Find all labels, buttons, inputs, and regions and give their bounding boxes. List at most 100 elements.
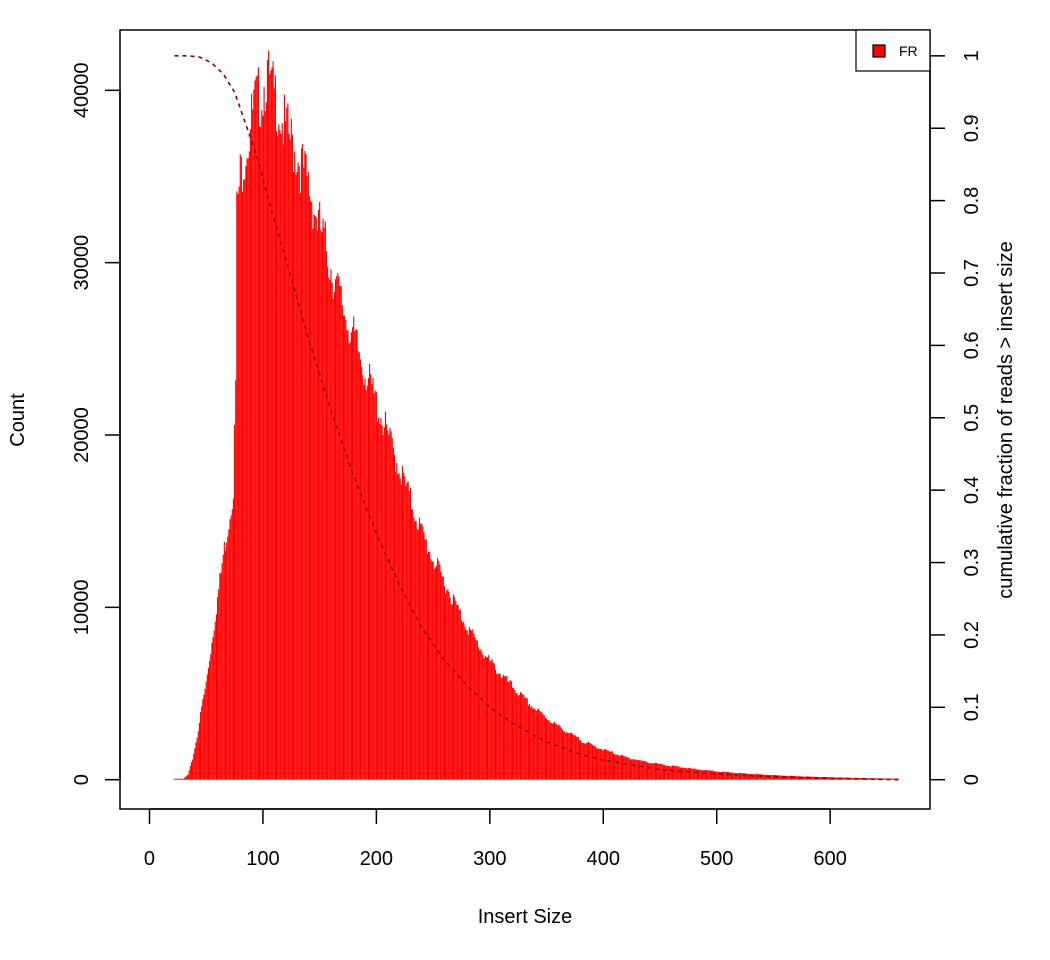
histogram-bar [330, 269, 332, 780]
histogram-bar [702, 770, 704, 780]
x-tick-label: 0 [144, 848, 155, 870]
histogram-bar [735, 773, 737, 780]
histogram-bar [532, 708, 534, 780]
histogram-bar [760, 774, 762, 780]
histogram-bar [234, 424, 236, 780]
y-tick-label: 20000 [71, 407, 93, 463]
histogram-bar [636, 760, 638, 780]
histogram-bar [527, 705, 529, 780]
histogram-bar [306, 176, 308, 780]
histogram-bar [196, 737, 198, 780]
histogram-bar [239, 154, 241, 780]
histogram-bar [350, 332, 352, 780]
histogram-bar [426, 553, 428, 780]
histogram-bar [584, 743, 586, 780]
histogram-bar [491, 659, 493, 780]
histogram-bar [497, 674, 499, 780]
histogram-bar [813, 776, 815, 780]
histogram-bar [187, 774, 189, 780]
histogram-bar [505, 676, 507, 780]
histogram-bar [455, 601, 457, 780]
histogram-bar [728, 772, 730, 780]
histogram-bar [207, 667, 210, 780]
histogram-bar [762, 774, 764, 780]
histogram-bar [614, 754, 616, 780]
histogram-bar [253, 89, 255, 780]
histogram-bar [256, 75, 258, 780]
histogram-bar [205, 681, 207, 780]
histogram-bar [500, 677, 502, 780]
histogram-bar [685, 768, 687, 780]
histogram-bar [303, 167, 305, 780]
histogram-bar [565, 733, 567, 780]
histogram-bar [744, 773, 746, 780]
histogram-bar [670, 766, 672, 780]
histogram-bar [273, 88, 275, 780]
histogram-bar [661, 763, 663, 780]
x-tick-label: 100 [246, 848, 279, 870]
histogram-bar [637, 760, 640, 780]
histogram-bar [313, 214, 315, 780]
histogram-bar [755, 773, 757, 780]
histogram-bar [718, 771, 720, 780]
histogram-bar [262, 115, 264, 780]
histogram-bar [382, 435, 384, 780]
histogram-bar [459, 610, 461, 780]
histogram-bar [329, 279, 331, 780]
y-tick-label: 30000 [71, 235, 93, 291]
histogram-bar [844, 777, 846, 780]
histogram-bar [465, 629, 467, 780]
histogram-bar [612, 753, 615, 780]
histogram-bar [395, 471, 397, 780]
histogram-bar [475, 639, 477, 780]
histogram-bar [675, 765, 677, 780]
histogram-bar [692, 768, 694, 780]
histogram-bar [747, 773, 750, 780]
histogram-bar [810, 776, 812, 780]
histogram-bar [595, 748, 598, 780]
histogram-bar [348, 343, 350, 780]
histogram-bar [398, 473, 400, 780]
histogram-bar [403, 473, 405, 780]
histogram-bar [215, 614, 217, 780]
histogram-bar [556, 724, 558, 780]
histogram-bar [828, 777, 830, 780]
histogram-bar [336, 276, 338, 780]
histogram-bar [467, 634, 469, 780]
histogram-bar [223, 541, 225, 780]
histogram-bar [829, 777, 831, 780]
histogram-bar [727, 771, 729, 780]
histogram-bar [890, 778, 892, 780]
histogram-bar [220, 572, 222, 780]
histogram-bar [568, 733, 570, 780]
histogram-bar [315, 217, 317, 780]
histogram-bar [722, 771, 725, 780]
histogram-bar [517, 695, 519, 780]
histogram-bar [768, 775, 770, 780]
histogram-bar [548, 720, 550, 780]
histogram-bar [477, 647, 480, 780]
histogram-bar [582, 742, 584, 780]
histogram-bar [877, 778, 879, 780]
histogram-bar [246, 158, 248, 780]
histogram-bar [642, 761, 644, 780]
histogram-bar [392, 447, 394, 780]
y2-tick-label: 0.9 [961, 114, 983, 142]
histogram-bar [437, 558, 439, 780]
histogram-bar [384, 411, 387, 780]
histogram-bar [739, 772, 742, 780]
histogram-bar [581, 742, 583, 780]
histogram-bar [209, 661, 211, 780]
histogram-bar [355, 329, 357, 780]
histogram-bar [380, 418, 382, 780]
histogram-bar [591, 744, 593, 780]
histogram-bar [518, 695, 520, 780]
histogram-bar [199, 712, 202, 780]
histogram-bar [404, 476, 406, 780]
histogram-bar [381, 425, 383, 780]
histogram-bar [389, 427, 391, 780]
histogram-bar [271, 67, 273, 780]
y2-tick-label: 0.7 [961, 259, 983, 287]
histogram-bar [516, 693, 518, 780]
histogram-bar [600, 748, 602, 780]
